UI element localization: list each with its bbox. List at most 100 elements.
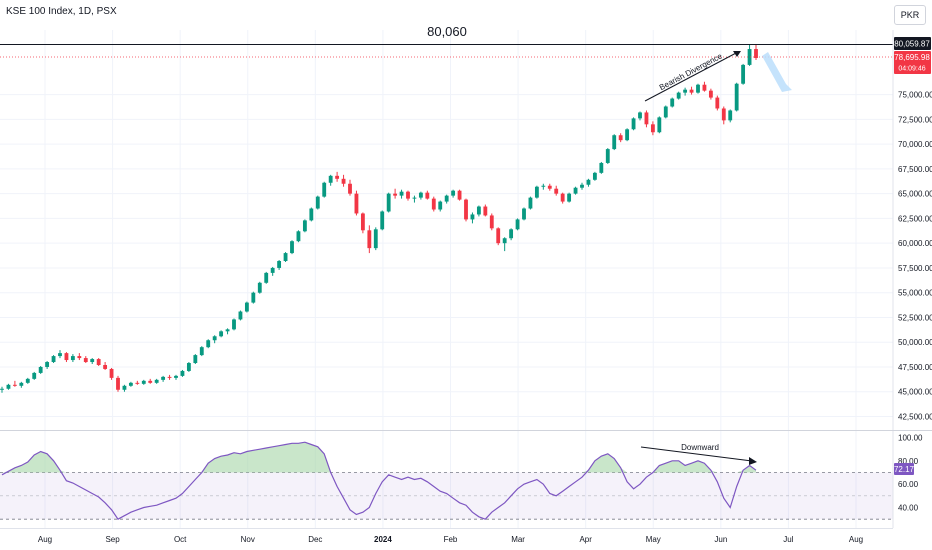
candle — [244, 301, 249, 313]
candle-body — [296, 231, 301, 242]
price-tick-label: 72,500.00 — [898, 115, 932, 124]
candle-body — [657, 117, 662, 133]
candle — [354, 190, 359, 216]
candle-body — [425, 192, 430, 199]
candle-body — [406, 191, 410, 199]
candle — [161, 375, 166, 382]
last-price-text: 78,695.98 — [894, 53, 930, 62]
rsi-tick-label: 40.00 — [898, 504, 919, 513]
rsi-bands — [0, 472, 893, 520]
candle-body — [650, 124, 655, 133]
candle-body — [77, 356, 82, 359]
candle — [741, 63, 746, 85]
price-tick-label: 60,000.00 — [898, 239, 932, 248]
candle — [683, 87, 688, 96]
time-tick-label: Aug — [849, 535, 863, 544]
price-candles — [0, 44, 758, 393]
time-tick-label: Feb — [444, 535, 458, 544]
resistance-price-text: 80,059.87 — [894, 40, 930, 49]
candle-body — [541, 185, 546, 187]
candle — [708, 88, 713, 100]
candle-body — [618, 135, 623, 141]
price-tick-label: 70,000.00 — [898, 140, 932, 149]
time-tick-label: Apr — [579, 535, 592, 544]
candle — [406, 190, 410, 201]
candle-body — [64, 353, 69, 361]
candle — [341, 174, 346, 187]
candle — [283, 252, 288, 262]
candle — [38, 365, 43, 374]
time-tick-label: Dec — [308, 535, 322, 544]
candle-body — [348, 183, 352, 194]
candle-body — [315, 196, 320, 209]
candle-body — [238, 311, 243, 320]
candle — [0, 386, 4, 393]
candle — [676, 91, 681, 100]
price-tick-label: 52,500.00 — [898, 313, 932, 322]
candle-body — [502, 238, 507, 244]
candle — [592, 171, 597, 181]
candle-body — [122, 385, 127, 390]
candle — [599, 161, 604, 174]
candle-body — [19, 382, 24, 386]
candle-body — [32, 372, 37, 379]
candle-body — [167, 376, 172, 378]
candle — [302, 219, 307, 233]
candle-body — [721, 108, 726, 121]
candle — [425, 190, 430, 200]
candle-body — [38, 366, 43, 373]
candle-body — [676, 92, 681, 99]
candle — [502, 237, 507, 252]
candle — [702, 81, 707, 92]
candle-body — [560, 193, 565, 202]
candle-body — [161, 376, 166, 380]
candle-body — [515, 219, 520, 230]
candle-body — [360, 213, 365, 231]
candle — [135, 380, 140, 385]
candle — [412, 195, 417, 203]
candle — [418, 191, 423, 200]
candle — [290, 240, 294, 255]
candle — [232, 318, 236, 331]
candle-body — [0, 388, 4, 390]
candle-body — [663, 106, 668, 118]
candle — [650, 121, 655, 136]
candle-body — [225, 329, 230, 332]
candle-body — [12, 384, 17, 386]
candle-body — [683, 89, 688, 93]
candle-body — [444, 195, 449, 202]
resistance-price-tag — [894, 37, 931, 50]
candle — [122, 384, 127, 392]
candle — [670, 97, 675, 108]
candle — [612, 134, 617, 151]
candle-body — [206, 340, 211, 348]
time-tick-label: 2024 — [374, 535, 392, 544]
candle-body — [199, 347, 204, 356]
candle-body — [567, 193, 572, 202]
candle-body — [141, 380, 146, 384]
price-tick-label: 65,000.00 — [898, 190, 932, 199]
candle — [528, 196, 533, 210]
divergence-label: Bearish Divergence — [658, 51, 724, 92]
candle-body — [354, 193, 359, 214]
rsi-value-text: 72.17 — [894, 465, 915, 474]
candle — [264, 271, 269, 284]
candle — [457, 189, 462, 201]
candle — [238, 310, 243, 321]
candle — [32, 371, 37, 380]
candle — [657, 116, 662, 134]
currency-button[interactable]: PKR — [894, 5, 926, 25]
candle-body — [58, 353, 62, 357]
candle — [270, 266, 275, 276]
candle — [212, 335, 217, 344]
candle — [328, 174, 333, 186]
price-tick-label: 55,000.00 — [898, 289, 932, 298]
price-tick-label: 42,500.00 — [898, 413, 932, 422]
candle — [167, 374, 172, 380]
candle — [277, 260, 282, 270]
price-tick-label: 50,000.00 — [898, 338, 932, 347]
candle — [734, 82, 739, 112]
candle — [186, 362, 191, 372]
candle — [360, 212, 365, 234]
